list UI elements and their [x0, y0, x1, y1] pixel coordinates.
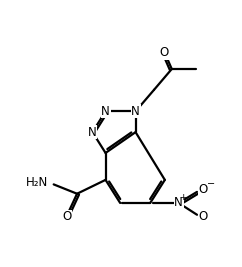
- Text: O: O: [62, 210, 72, 223]
- Text: +: +: [180, 193, 187, 202]
- Text: O: O: [199, 183, 208, 197]
- Text: H₂N: H₂N: [26, 176, 49, 190]
- Text: −: −: [207, 179, 215, 190]
- Text: N: N: [174, 197, 183, 210]
- Text: O: O: [199, 210, 208, 223]
- Text: N: N: [131, 105, 140, 118]
- Text: N: N: [88, 126, 97, 139]
- Text: O: O: [159, 46, 169, 59]
- Text: N: N: [101, 105, 110, 118]
